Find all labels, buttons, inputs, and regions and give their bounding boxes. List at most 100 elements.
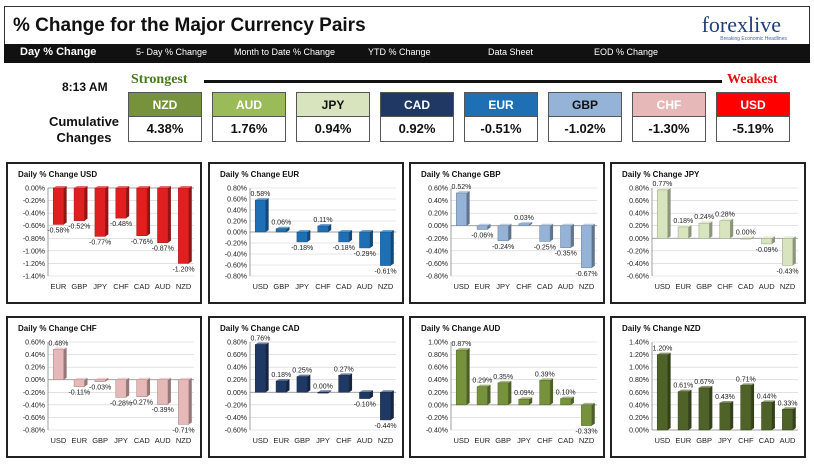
bar-top [276, 378, 290, 381]
x-tick-label: CAD [738, 282, 754, 291]
tile-value: -1.02% [549, 117, 621, 141]
y-tick-label: -1.40% [23, 274, 45, 281]
bar-top [380, 230, 394, 232]
y-tick-label: 0.20% [25, 365, 45, 372]
bar-side [771, 400, 775, 430]
bar-side [188, 186, 192, 264]
bar-top [53, 347, 67, 350]
tile-value: 0.92% [381, 117, 453, 141]
chart-title: Daily % Change JPY [622, 170, 700, 179]
nav-day-change[interactable]: Day % Change [20, 46, 97, 58]
weakest-label: Weakest [727, 72, 778, 87]
x-tick-label: NZD [378, 282, 394, 291]
bar-side [550, 223, 554, 242]
y-tick-label: 1.20% [629, 352, 649, 359]
x-tick-label: JPY [517, 436, 531, 445]
bar [73, 379, 85, 387]
bar-side [286, 226, 290, 232]
tile-currency: GBP [549, 93, 621, 117]
bar [254, 344, 266, 393]
y-tick-label: 0.60% [227, 352, 247, 359]
bar-top [518, 397, 533, 400]
bar [136, 379, 148, 397]
data-label: -0.18% [291, 245, 313, 252]
nav-eod-change[interactable]: EOD % Change [594, 47, 659, 57]
y-tick-label: -0.20% [225, 402, 247, 409]
forexlive-logo[interactable]: forexlive [701, 12, 781, 37]
bar [698, 222, 710, 239]
data-label: 0.67% [694, 379, 714, 386]
chart-gbp: Daily % Change GBP 0.60% 0.40% 0.20% 0.00% -0… [409, 162, 605, 304]
bar-top [178, 377, 192, 380]
chart-nzd-plot: 1.40%1.20%1.00%0.80%0.60%0.40%0.20%0.00%… [629, 340, 798, 445]
bar-top [359, 390, 373, 393]
x-tick-label: USD [51, 436, 67, 445]
bar-side [570, 396, 574, 405]
data-label: 0.00% [736, 229, 756, 236]
bar-top [296, 374, 311, 377]
x-tick-label: CHF [516, 282, 532, 291]
y-tick-label: -0.40% [426, 248, 448, 255]
nav-ytd-change[interactable]: YTD % Change [368, 47, 431, 57]
bar-top [338, 373, 353, 376]
y-tick-label: 0.60% [25, 340, 45, 347]
y-tick-label: -0.60% [426, 261, 448, 268]
data-label: -0.33% [575, 429, 597, 436]
bar-side [84, 377, 88, 387]
data-label: -0.10% [354, 402, 376, 409]
x-tick-label: EUR [71, 436, 87, 445]
bar-side [667, 187, 671, 239]
chart-title: Daily % Change CHF [18, 324, 97, 333]
bar-top [782, 407, 796, 410]
x-tick-label: JPY [496, 282, 510, 291]
data-label: -0.77% [89, 239, 111, 246]
nav-data-sheet[interactable]: Data Sheet [488, 47, 534, 57]
data-label: -0.25% [534, 244, 556, 251]
y-tick-label: 0.80% [227, 186, 247, 193]
bar-top [74, 377, 88, 380]
y-tick-label: -1.20% [23, 261, 45, 268]
bar-side [307, 230, 311, 242]
cumulative-label-line2: Changes [56, 130, 112, 145]
bar-side [349, 230, 353, 242]
nav-bar: Day % Change 5- Day % Change Month to Da… [4, 44, 810, 63]
nav-5day-change[interactable]: 5- Day % Change [136, 47, 208, 57]
tile-currency: CHF [633, 93, 705, 117]
x-tick-label: USD [655, 436, 671, 445]
data-label: 0.18% [271, 372, 291, 379]
bar-top [698, 221, 713, 224]
bar-side [688, 224, 692, 239]
bar-top [380, 390, 394, 393]
bar-top [678, 389, 692, 392]
y-tick-label: 0.00% [428, 223, 448, 230]
bar-side [265, 198, 269, 232]
data-label: 0.18% [673, 218, 693, 225]
bar-top [456, 348, 470, 351]
y-tick-label: 0.60% [428, 365, 448, 372]
x-tick-label: AUD [155, 282, 171, 291]
x-tick-label: CAD [134, 436, 150, 445]
chart-usd: Daily % Change USD 0.00% -0.20% -0.40% -0.60… [6, 162, 202, 304]
nav-mtd-change[interactable]: Month to Date % Change [234, 47, 336, 57]
data-label: 0.00% [313, 383, 333, 390]
y-tick-label: 0.40% [227, 365, 247, 372]
data-label: 0.61% [673, 383, 693, 390]
y-tick-label: -0.80% [225, 274, 247, 281]
data-label: -0.71% [172, 427, 194, 434]
bar [338, 231, 350, 243]
currency-tile-jpy: JPY 0.94% [296, 92, 370, 142]
bar [275, 228, 287, 233]
bar [656, 354, 668, 431]
bar [254, 199, 266, 233]
bar [677, 391, 689, 431]
data-label: -0.28% [110, 400, 132, 407]
bar-side [529, 397, 533, 405]
data-label: -0.03% [89, 385, 111, 392]
y-tick-label: 0.80% [629, 377, 649, 384]
y-tick-label: 0.60% [629, 198, 649, 205]
y-tick-label: -0.60% [627, 274, 649, 281]
bar-top [317, 390, 332, 393]
data-label: -0.35% [555, 251, 577, 258]
bar-side [771, 236, 775, 244]
y-tick-label: 0.40% [629, 402, 649, 409]
